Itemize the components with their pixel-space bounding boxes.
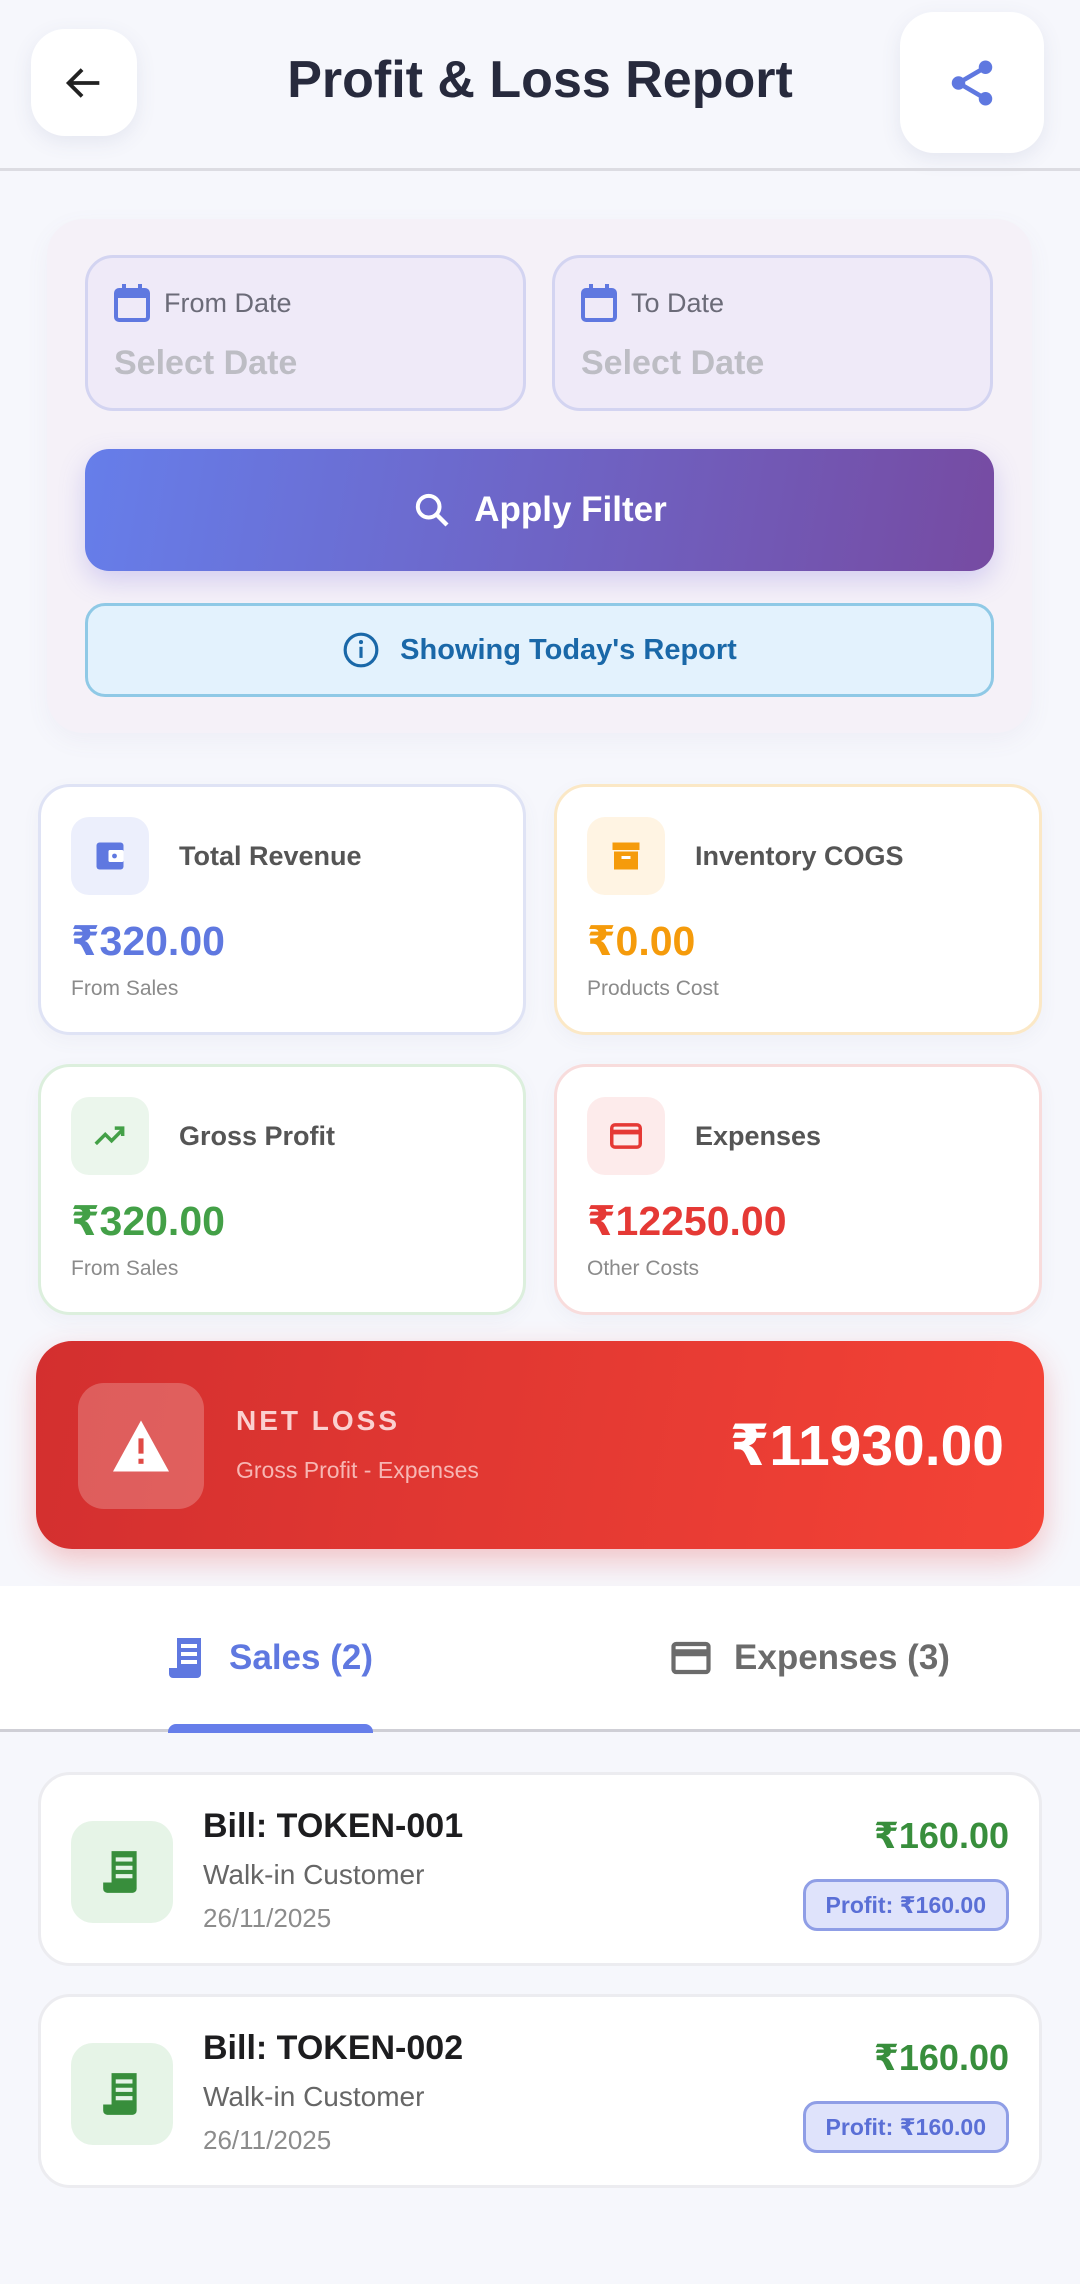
header-divider xyxy=(0,168,1080,171)
to-date-value: Select Date xyxy=(581,344,765,382)
arrow-left-icon xyxy=(65,67,100,98)
receipt-icon xyxy=(169,1637,202,1678)
bill-title: Bill: TOKEN-001 xyxy=(203,1807,464,1845)
apply-filter-label: Apply Filter xyxy=(474,490,667,529)
share-icon xyxy=(951,60,993,105)
bill-amount: ₹160.00 xyxy=(873,2037,1009,2078)
bill-title: Bill: TOKEN-002 xyxy=(203,2029,464,2067)
warning-icon xyxy=(113,1420,169,1472)
share-button[interactable] xyxy=(900,12,1044,153)
stat-value: ₹12250.00 xyxy=(587,1198,787,1244)
active-tab-indicator xyxy=(168,1724,373,1733)
net-loss-value: ₹11930.00 xyxy=(729,1414,1004,1478)
stat-card-expenses: Expenses ₹12250.00 Other Costs xyxy=(554,1064,1042,1315)
bill-date: 26/11/2025 xyxy=(203,1903,332,1933)
trending-up-icon xyxy=(94,1126,125,1146)
from-date-value: Select Date xyxy=(114,344,298,382)
stat-value: ₹320.00 xyxy=(71,1198,225,1244)
customer-name: Walk-in Customer xyxy=(203,2081,425,2112)
stat-value: ₹320.00 xyxy=(71,918,225,964)
receipt-icon xyxy=(103,1851,137,1893)
page-title: Profit & Loss Report xyxy=(287,51,793,109)
stat-subtitle: From Sales xyxy=(71,1257,179,1280)
stat-label: Inventory COGS xyxy=(695,840,904,871)
stat-label: Total Revenue xyxy=(179,840,362,871)
credit-card-icon xyxy=(671,1641,711,1674)
tab-sales[interactable]: Sales (2) xyxy=(0,1586,540,1729)
stat-label: Expenses xyxy=(695,1120,822,1151)
info-text: Showing Today's Report xyxy=(400,633,737,666)
receipt-icon xyxy=(103,2073,137,2115)
stat-label: Gross Profit xyxy=(179,1120,336,1151)
net-loss-card: NET LOSS Gross Profit - Expenses ₹11930.… xyxy=(36,1341,1044,1549)
search-icon xyxy=(416,493,449,527)
info-banner: Showing Today's Report xyxy=(85,603,994,697)
net-loss-label: NET LOSS xyxy=(236,1405,401,1436)
stat-card-gross-profit: Gross Profit ₹320.00 From Sales xyxy=(38,1064,526,1315)
stat-subtitle: Products Cost xyxy=(587,977,719,1000)
info-icon xyxy=(343,632,379,668)
net-loss-formula: Gross Profit - Expenses xyxy=(236,1457,479,1483)
calendar-icon xyxy=(581,284,617,322)
list-item[interactable]: Bill: TOKEN-002 Walk-in Customer 26/11/2… xyxy=(38,1994,1042,2188)
from-date-label: From Date xyxy=(164,287,292,318)
to-date-label: To Date xyxy=(631,287,725,318)
tab-label: Sales (2) xyxy=(229,1637,373,1677)
wallet-icon xyxy=(96,842,124,870)
customer-name: Walk-in Customer xyxy=(203,1859,425,1890)
stat-value: ₹0.00 xyxy=(587,918,696,964)
stat-card-inventory-cogs: Inventory COGS ₹0.00 Products Cost xyxy=(554,784,1042,1035)
to-date-field[interactable]: To Date Select Date xyxy=(552,255,993,411)
list-item[interactable]: Bill: TOKEN-001 Walk-in Customer 26/11/2… xyxy=(38,1772,1042,1966)
credit-card-icon xyxy=(610,1123,642,1149)
calendar-icon xyxy=(114,284,150,322)
bill-date: 26/11/2025 xyxy=(203,2125,332,2155)
tab-expenses[interactable]: Expenses (3) xyxy=(540,1586,1080,1729)
archive-box-icon xyxy=(612,842,640,870)
apply-filter-button[interactable]: Apply Filter xyxy=(85,449,994,571)
profit-badge: Profit: ₹160.00 xyxy=(802,1879,1009,1931)
stat-subtitle: From Sales xyxy=(71,977,179,1000)
tab-label: Expenses (3) xyxy=(734,1637,950,1677)
bill-amount: ₹160.00 xyxy=(873,1815,1009,1856)
from-date-field[interactable]: From Date Select Date xyxy=(85,255,526,411)
tab-bar: Sales (2) Expenses (3) xyxy=(0,1586,1080,1732)
stat-subtitle: Other Costs xyxy=(587,1257,700,1280)
profit-badge: Profit: ₹160.00 xyxy=(802,2101,1009,2153)
stat-card-total-revenue: Total Revenue ₹320.00 From Sales xyxy=(38,784,526,1035)
back-button[interactable] xyxy=(31,29,137,136)
